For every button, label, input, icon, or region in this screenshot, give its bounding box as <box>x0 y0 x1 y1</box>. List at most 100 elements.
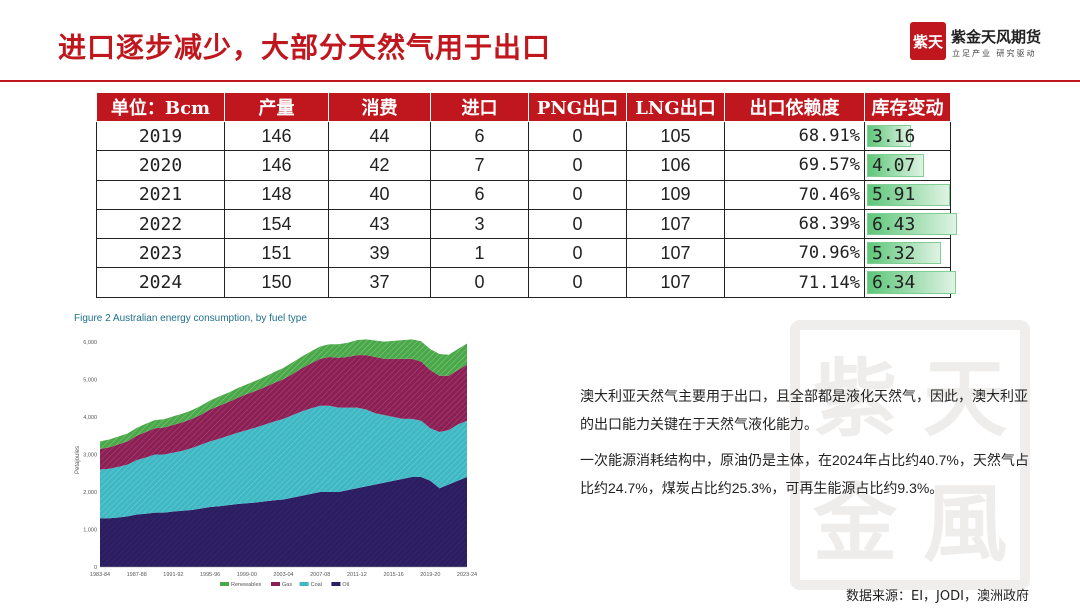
legend-label: Coal <box>311 582 322 588</box>
cell-export-ratio: 68.39% <box>724 208 865 240</box>
cell-consumption: 37 <box>328 267 431 298</box>
legend-swatch-oil <box>331 582 341 586</box>
cell-year: 2020 <box>96 150 225 181</box>
y-axis-label: Petajoules <box>75 446 81 474</box>
x-tick-label: 1991-92 <box>163 572 183 578</box>
paragraph-export: 澳大利亚天然气主要用于出口，且全部都是液化天然气，因此，澳大利亚的出口能力关键在… <box>580 388 1028 432</box>
stock-value: 6.43 <box>872 213 916 235</box>
brand-name: 紫金天风期货 <box>951 28 1042 46</box>
table-row: 2023 151 39 1 0 107 70.96% 5.32 <box>96 238 951 269</box>
watermark-char: 天 <box>922 349 1007 448</box>
table-body: 2019 146 44 6 0 105 68.91% 3.16 2020 146 42 7 0 106 69… <box>96 120 957 298</box>
gas-balance-table: 单位：Bcm 产量 消费 进口 PNG出口 LNG出口 出口依赖度 库存变动 2… <box>96 92 957 298</box>
cell-production: 148 <box>224 179 329 210</box>
cell-consumption: 42 <box>328 150 431 181</box>
brand-logo: 紫天 <box>910 22 946 60</box>
x-tick-label: 2019-20 <box>420 572 440 578</box>
cell-import: 3 <box>430 208 529 240</box>
stock-data-bar <box>867 154 924 177</box>
cell-import: 6 <box>430 120 529 152</box>
stock-value: 6.34 <box>872 272 916 294</box>
x-tick-label: 2023-24 <box>457 572 477 578</box>
x-tick-label: 1987-88 <box>127 572 147 578</box>
legend-label: Oil <box>342 582 349 588</box>
cell-import: 7 <box>430 150 529 181</box>
stock-data-bar <box>867 242 942 265</box>
cell-import: 1 <box>430 238 529 269</box>
x-tick-label: 1983-84 <box>90 572 110 578</box>
cell-year: 2021 <box>96 179 225 210</box>
brand-slogan: 立足产业 研究驱动 <box>952 49 1037 58</box>
cell-production: 150 <box>224 267 329 298</box>
y-tick-label: 0 <box>94 565 97 571</box>
area-coal <box>100 405 467 519</box>
header-import: 进口 <box>430 92 529 122</box>
table-header-row: 单位：Bcm 产量 消费 进口 PNG出口 LNG出口 出口依赖度 库存变动 <box>96 92 951 122</box>
x-tick-label: 2003-04 <box>273 572 293 578</box>
x-tick-label: 2011-12 <box>347 572 367 578</box>
cell-year: 2019 <box>96 120 225 152</box>
stock-data-bar <box>867 212 957 236</box>
cell-year: 2023 <box>96 238 225 269</box>
area-oil <box>100 477 467 567</box>
stock-data-bar <box>867 183 950 206</box>
cell-import: 6 <box>430 179 529 210</box>
cell-stock-change: 5.32 <box>864 238 951 269</box>
y-tick-label: 2,000 <box>83 490 97 496</box>
table-row: 2024 150 37 0 0 107 71.14% 6.34 <box>96 267 956 298</box>
cell-export-ratio: 68.91% <box>724 120 865 152</box>
stock-data-bar <box>867 271 956 294</box>
watermark-char: 紫 <box>812 349 897 448</box>
cell-stock-change: 5.91 <box>864 179 951 210</box>
cell-png-export: 0 <box>528 150 627 181</box>
cell-stock-change: 3.16 <box>864 120 951 152</box>
header-export-ratio: 出口依赖度 <box>724 92 865 122</box>
cell-export-ratio: 69.57% <box>724 150 865 181</box>
stock-value: 3.16 <box>872 125 916 147</box>
cell-export-ratio: 70.46% <box>724 179 865 210</box>
legend-label: Renewables <box>231 582 262 588</box>
stock-data-bar <box>867 125 912 148</box>
cell-year: 2024 <box>96 267 225 298</box>
stock-value: 5.91 <box>872 184 916 206</box>
cell-production: 151 <box>224 238 329 269</box>
y-tick-label: 6,000 <box>83 340 97 346</box>
cell-lng-export: 106 <box>626 150 725 181</box>
cell-consumption: 43 <box>328 208 431 240</box>
cell-png-export: 0 <box>528 238 627 269</box>
table-row: 2019 146 44 6 0 105 68.91% 3.16 <box>96 120 951 152</box>
slide-title: 进口逐步减少，大部分天然气用于出口 <box>58 31 552 64</box>
cell-lng-export: 107 <box>626 208 725 240</box>
cell-stock-change: 4.07 <box>864 150 951 181</box>
cell-production: 146 <box>224 150 329 181</box>
cell-lng-export: 107 <box>626 267 725 298</box>
cell-consumption: 44 <box>328 120 431 152</box>
y-tick-label: 4,000 <box>83 415 97 421</box>
cell-stock-change: 6.34 <box>864 267 956 298</box>
cell-consumption: 40 <box>328 179 431 210</box>
y-tick-label: 1,000 <box>83 528 97 534</box>
x-tick-label: 2015-16 <box>384 572 404 578</box>
area-gas <box>100 355 467 470</box>
legend-swatch-renewables <box>220 582 229 586</box>
watermark-char: 金 <box>812 474 897 573</box>
legend-label: Gas <box>282 582 292 588</box>
header-png-export: PNG出口 <box>528 92 627 122</box>
table-row: 2021 148 40 6 0 109 70.46% 5.91 <box>96 179 951 210</box>
x-tick-label: 2007-08 <box>310 572 330 578</box>
cell-year: 2022 <box>96 208 225 240</box>
legend-swatch-coal <box>299 582 309 586</box>
cell-export-ratio: 70.96% <box>724 238 865 269</box>
x-tick-label: 1999-00 <box>237 572 257 578</box>
cell-consumption: 39 <box>328 238 431 269</box>
y-tick-label: 5,000 <box>83 378 97 384</box>
cell-production: 154 <box>224 208 329 240</box>
stock-value: 5.32 <box>872 242 916 264</box>
header-stock-change: 库存变动 <box>864 92 951 122</box>
cell-import: 0 <box>430 267 529 298</box>
x-tick-label: 1995-96 <box>200 572 220 578</box>
cell-png-export: 0 <box>528 208 627 240</box>
watermark-seal: 紫 天 金 風 <box>790 320 1030 590</box>
energy-consumption-chart: 0 1,000 2,000 3,000 4,000 5,000 6,000 1983-84 1… <box>75 339 477 588</box>
cell-png-export: 0 <box>528 120 627 152</box>
